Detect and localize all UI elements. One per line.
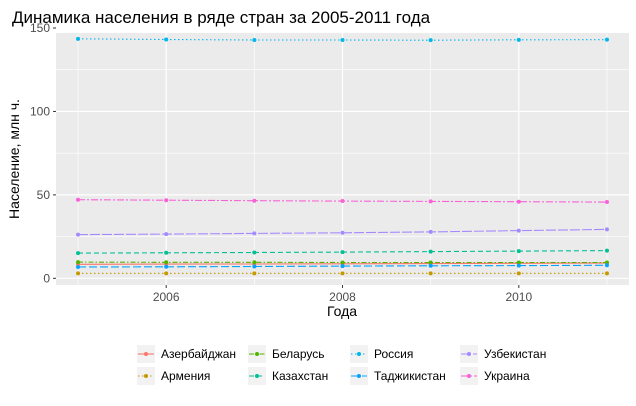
data-point <box>76 271 80 275</box>
data-point <box>252 231 256 235</box>
data-point <box>605 271 609 275</box>
data-point <box>429 250 433 254</box>
legend-label: Россия <box>374 347 413 361</box>
legend-label: Беларусь <box>272 347 324 361</box>
legend-point <box>357 352 361 356</box>
legend-item: Армения <box>137 367 210 385</box>
data-point <box>341 38 345 42</box>
legend-point <box>255 374 259 378</box>
legend-item: Украина <box>460 367 530 385</box>
data-point <box>164 232 168 236</box>
legend-label: Азербайджан <box>161 347 236 361</box>
data-point <box>252 250 256 254</box>
legend-point <box>467 374 471 378</box>
data-point <box>76 251 80 255</box>
legend-label: Казахстан <box>272 369 328 383</box>
legend: Азербайджан Армения Беларусь Казахстан Росси… <box>137 345 546 385</box>
data-point <box>76 37 80 41</box>
x-axis-label: Года <box>327 303 357 319</box>
legend-point <box>144 352 148 356</box>
data-point <box>164 251 168 255</box>
data-point <box>164 260 168 264</box>
legend-label: Украина <box>484 369 530 383</box>
data-point <box>252 199 256 203</box>
legend-item: Узбекистан <box>460 345 546 363</box>
data-point <box>517 38 521 42</box>
data-point <box>252 264 256 268</box>
data-point <box>341 260 345 264</box>
data-point <box>76 260 80 264</box>
y-axis-label: Население, млн ч. <box>6 99 22 219</box>
x-tick-label: 2010 <box>505 290 532 304</box>
data-point <box>517 271 521 275</box>
data-point <box>605 249 609 253</box>
legend-point <box>144 374 148 378</box>
data-point <box>164 198 168 202</box>
data-point <box>76 265 80 269</box>
legend-point <box>467 352 471 356</box>
data-point <box>429 264 433 268</box>
data-point <box>429 38 433 42</box>
data-point <box>429 271 433 275</box>
data-point <box>517 249 521 253</box>
data-point <box>605 38 609 42</box>
legend-point <box>357 374 361 378</box>
data-point <box>517 264 521 268</box>
data-point <box>341 250 345 254</box>
y-tick-label: 100 <box>30 104 50 118</box>
legend-item: Казахстан <box>248 367 328 385</box>
data-point <box>429 230 433 234</box>
legend-item: Беларусь <box>248 345 324 363</box>
legend-item: Таджикистан <box>350 367 446 385</box>
legend-label: Армения <box>161 369 210 383</box>
y-tick-label: 0 <box>43 271 50 285</box>
legend-item: Азербайджан <box>137 345 236 363</box>
data-point <box>517 229 521 233</box>
data-point <box>341 199 345 203</box>
legend-label: Узбекистан <box>484 347 546 361</box>
y-tick-label: 150 <box>30 21 50 35</box>
data-point <box>341 271 345 275</box>
legend-point <box>255 352 259 356</box>
data-point <box>605 263 609 267</box>
data-point <box>429 199 433 203</box>
data-point <box>605 200 609 204</box>
legend-label: Таджикистан <box>374 369 446 383</box>
chart-title: Динамика населения в ряде стран за 2005-… <box>12 8 431 27</box>
data-point <box>252 260 256 264</box>
data-point <box>76 233 80 237</box>
data-point <box>252 271 256 275</box>
data-point <box>164 38 168 42</box>
data-point <box>164 271 168 275</box>
data-point <box>605 227 609 231</box>
data-point <box>517 200 521 204</box>
data-point <box>164 265 168 269</box>
data-point <box>341 264 345 268</box>
legend-item: Россия <box>350 345 413 363</box>
data-point <box>341 231 345 235</box>
x-tick-label: 2008 <box>329 290 356 304</box>
x-tick-label: 2006 <box>153 290 180 304</box>
y-tick-label: 50 <box>37 188 51 202</box>
data-point <box>76 198 80 202</box>
data-point <box>252 38 256 42</box>
